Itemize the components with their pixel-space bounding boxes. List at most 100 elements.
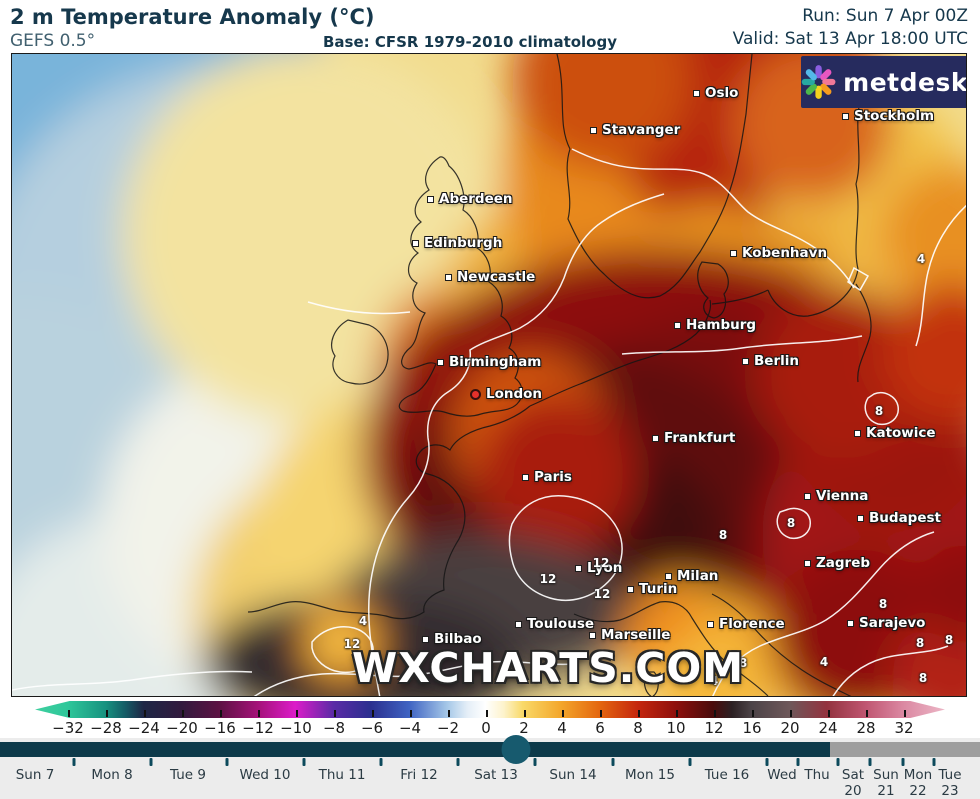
city-marker: [665, 572, 672, 580]
run-valid-info: Run: Sun 7 Apr 00Z Valid: Sat 13 Apr 18:…: [733, 5, 968, 51]
city-label-sarajevo: Sarajevo: [847, 615, 925, 631]
isoline-value-label: 12: [343, 637, 361, 651]
timeline-day-sun-7[interactable]: Sun 7: [15, 767, 55, 783]
colorbar-tick-label: 32: [894, 719, 914, 737]
timeline-day-thu-11[interactable]: Thu 11: [318, 767, 366, 783]
city-marker: [412, 239, 419, 247]
city-label-kobenhavn: Kobenhavn: [730, 245, 827, 261]
valid-label: Valid: Sat 13 Apr 18:00 UTC: [732, 29, 968, 49]
colorbar-tick: [258, 710, 260, 717]
city-marker: [445, 273, 452, 281]
timeline-tick: [611, 758, 615, 766]
timeline-tick: [836, 758, 840, 766]
timeline-day-tue-16[interactable]: Tue 16: [704, 767, 750, 783]
watermark: WXCHARTS.COM: [352, 644, 745, 692]
timeline-tick: [796, 758, 800, 766]
anomaly-field: [12, 54, 966, 696]
city-label-stockholm: Stockholm: [842, 108, 934, 124]
colorbar-tick: [334, 710, 336, 717]
city-name: Sarajevo: [859, 615, 926, 631]
colorbar-tick: [866, 710, 868, 717]
isoline-value-label: 8: [738, 656, 748, 670]
colorbar-tick: [106, 710, 108, 717]
isoline-value-label: 8: [918, 671, 928, 685]
base-climatology-label: Base: CFSR 1979-2010 climatology: [322, 33, 618, 51]
timeline-day-tue-23[interactable]: Tue 23: [938, 767, 962, 799]
timeline-progress[interactable]: [0, 742, 830, 757]
isoline-value-label: 12: [592, 556, 610, 570]
isoline-value-label: 8: [915, 636, 925, 650]
header: 2 m Temperature Anomaly (°C) GEFS 0.5° B…: [0, 0, 980, 53]
city-name: Hamburg: [686, 317, 757, 333]
timeline-tick: [225, 758, 229, 766]
colorbar-tick: [144, 710, 146, 717]
timeline-day-mon-8[interactable]: Mon 8: [91, 767, 133, 783]
timeline-day-tue-9[interactable]: Tue 9: [170, 767, 206, 783]
city-name: Budapest: [869, 510, 941, 526]
colorbar-tick: [600, 710, 602, 717]
city-marker: [693, 89, 700, 97]
colorbar-tick: [562, 710, 564, 717]
colorbar-tick-label: −12: [242, 719, 274, 737]
timeline-day-sat-13[interactable]: Sat 13: [474, 767, 518, 783]
city-label-edinburgh: Edinburgh: [412, 235, 502, 251]
timeline-day-mon-15[interactable]: Mon 15: [625, 767, 675, 783]
city-marker: [854, 429, 861, 437]
isolines: [12, 148, 966, 696]
timeline-day-sun-21[interactable]: Sun 21: [873, 767, 899, 799]
city-name: Milan: [677, 568, 719, 584]
timeline-tick: [456, 758, 460, 766]
city-name: Bilbao: [434, 631, 482, 647]
map-canvas[interactable]: Oslo Stockholm Stavanger Aberdeen Edinburgh N…: [11, 53, 967, 697]
colorbar-gradient: [35, 701, 945, 718]
colorbar-tick-label: −8: [322, 719, 346, 737]
city-marker: [674, 321, 681, 329]
timeline-day-wed[interactable]: Wed: [767, 767, 797, 783]
city-label-bilbao: Bilbao: [422, 631, 482, 647]
city-label-stavanger: Stavanger: [590, 122, 680, 138]
timeline-day-sat-20[interactable]: Sat 20: [841, 767, 865, 799]
city-label-newcastle: Newcastle: [445, 269, 535, 285]
city-marker: [847, 619, 854, 627]
city-label-frankfurt: Frankfurt: [652, 430, 735, 446]
timeline-tick: [533, 758, 537, 766]
metdesk-logo: metdesk: [801, 56, 966, 108]
colorbar-tick: [296, 710, 298, 717]
timeline-day-thu[interactable]: Thu: [804, 767, 830, 783]
timeline-slider-knob[interactable]: [501, 735, 531, 764]
colorbar-tick-label: −2: [436, 719, 460, 737]
metdesk-logo-icon: [801, 65, 836, 99]
isoline-value-label: 12: [593, 587, 611, 601]
city-marker: [437, 358, 444, 366]
colorbar-tick: [220, 710, 222, 717]
isoline-value-label: 8: [878, 597, 888, 611]
city-label-lyon: Lyon: [575, 560, 622, 576]
colorbar-tick: [524, 710, 526, 717]
timeline-day-wed-10[interactable]: Wed 10: [239, 767, 291, 783]
timeline-day-fri-12[interactable]: Fri 12: [400, 767, 438, 783]
city-label-paris: Paris: [522, 469, 572, 485]
city-marker: [575, 564, 582, 572]
city-name: London: [486, 386, 543, 402]
isoline-value-label: 12: [539, 572, 557, 586]
colorbar-tick: [410, 710, 412, 717]
timeline-day-sun-14[interactable]: Sun 14: [549, 767, 597, 783]
colorbar-tick: [638, 710, 640, 717]
city-name: Berlin: [754, 353, 799, 369]
timeline-day-mon-22[interactable]: Mon 22: [903, 767, 933, 799]
city-label-turin: Turin: [627, 581, 677, 597]
page-title: 2 m Temperature Anomaly (°C): [10, 5, 375, 29]
colorbar-tick: [676, 710, 678, 717]
colorbar-tick-label: −6: [360, 719, 384, 737]
city-label-katowice: Katowice: [854, 425, 936, 441]
city-label-milan: Milan: [665, 568, 718, 584]
timeline-tick: [149, 758, 153, 766]
colorbar-tick-label: −32: [52, 719, 84, 737]
city-name: Vienna: [816, 488, 869, 504]
city-marker: [427, 195, 434, 203]
city-name: Katowice: [866, 425, 936, 441]
colorbar-tick: [828, 710, 830, 717]
colorbar-tick-label: −10: [280, 719, 312, 737]
city-name: Birmingham: [449, 354, 542, 370]
city-label-oslo: Oslo: [693, 85, 738, 101]
